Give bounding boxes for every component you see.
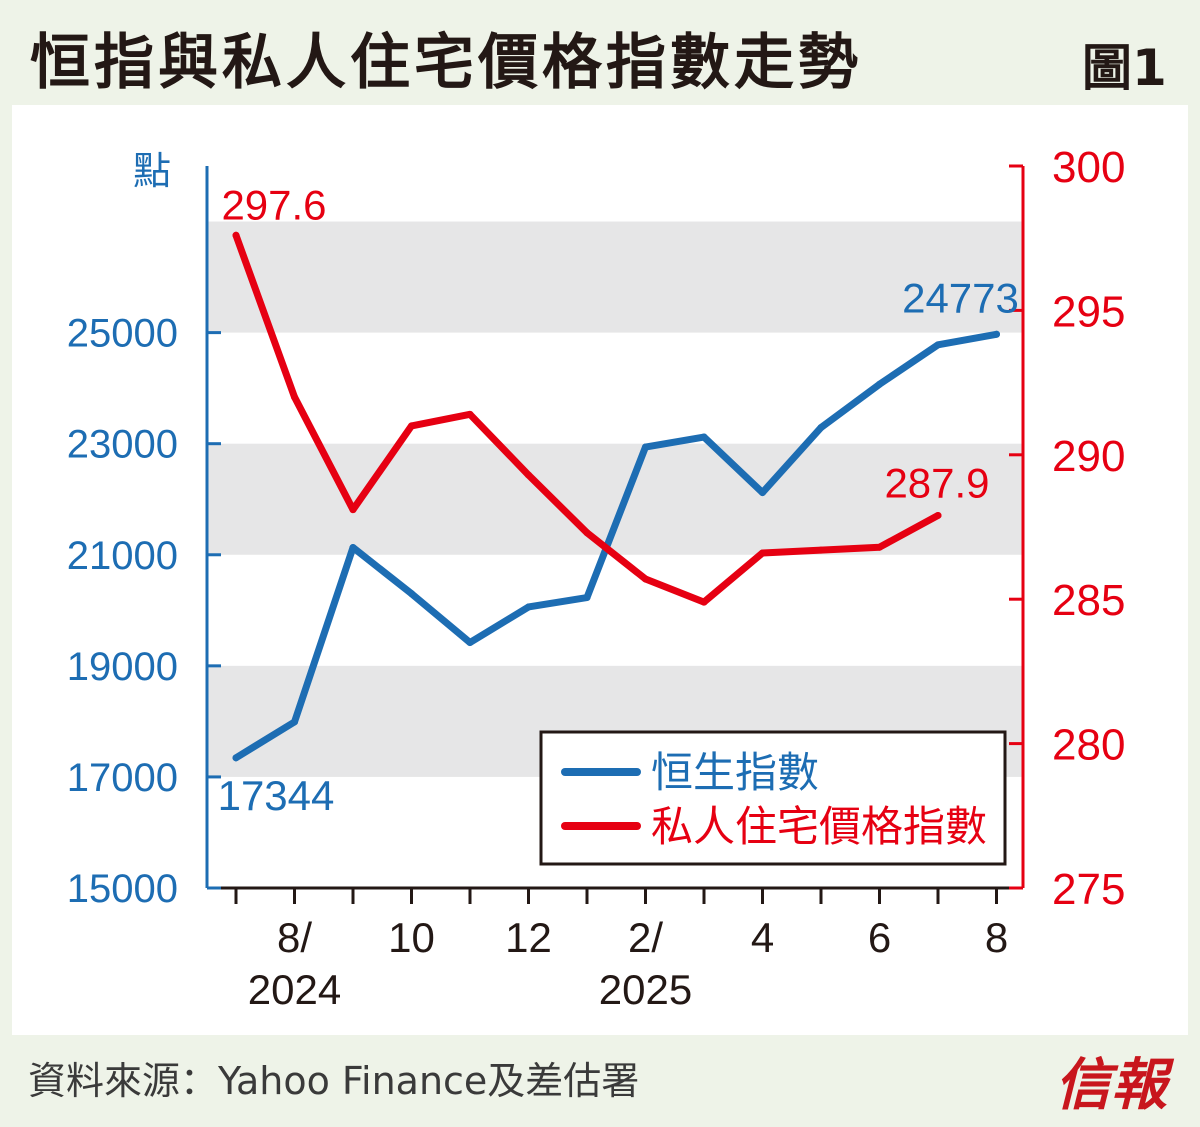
- data-point: [817, 546, 825, 554]
- data-point: [408, 590, 415, 598]
- data-point: [583, 594, 591, 602]
- data-point: [700, 598, 708, 606]
- right-tick-label: 285: [1052, 576, 1125, 625]
- data-label: 17344: [218, 772, 335, 819]
- data-point: [876, 380, 883, 388]
- grid-band: [207, 443, 1023, 555]
- left-axis-unit: 點: [133, 151, 171, 193]
- data-point: [291, 393, 298, 401]
- data-point: [583, 529, 591, 537]
- right-tick-label: 300: [1052, 143, 1125, 192]
- chart-title: 恒指與私人住宅價格指數走勢: [30, 28, 862, 98]
- data-point: [934, 511, 942, 519]
- x-tick-label: 10: [388, 914, 435, 961]
- source-note: 資料來源：Yahoo Finance及差估署: [28, 1059, 640, 1103]
- left-tick-label: 19000: [67, 645, 178, 689]
- right-tick-label: 280: [1052, 721, 1125, 770]
- data-point: [759, 489, 766, 497]
- data-point: [876, 543, 883, 551]
- x-tick-label: 2/: [628, 914, 663, 961]
- data-point: [232, 754, 240, 762]
- x-tick-label: 4: [751, 914, 774, 961]
- data-label: 297.6: [221, 181, 326, 228]
- publisher-logo: 信報: [1055, 1052, 1167, 1118]
- data-point: [349, 544, 357, 552]
- right-tick-label: 295: [1052, 287, 1125, 336]
- legend-label: 私人住宅價格指數: [651, 803, 987, 850]
- data-label: 287.9: [884, 459, 989, 506]
- x-tick-label: 8/: [277, 914, 312, 961]
- right-tick-label: 290: [1052, 432, 1125, 481]
- data-point: [466, 410, 474, 418]
- x-tick-label: 8: [985, 914, 1008, 961]
- x-tick-label: 6: [868, 914, 891, 961]
- data-point: [642, 575, 649, 583]
- data-point: [934, 341, 942, 349]
- left-tick-label: 21000: [67, 534, 178, 578]
- data-point: [525, 471, 532, 479]
- data-point: [759, 549, 766, 557]
- grid-band: [207, 221, 1023, 333]
- data-point: [525, 603, 532, 611]
- legend-label: 恒生指數: [651, 749, 819, 796]
- x-tick-label: 2025: [599, 966, 692, 1013]
- x-tick-label: 12: [505, 914, 552, 961]
- data-point: [232, 231, 240, 239]
- right-tick-label: 275: [1052, 865, 1125, 914]
- data-point: [642, 443, 649, 451]
- legend-box: [539, 730, 1007, 866]
- data-label: 24773: [902, 274, 1019, 321]
- data-point: [993, 330, 1000, 338]
- data-point: [349, 506, 357, 514]
- data-point: [291, 718, 298, 726]
- data-point: [700, 433, 708, 441]
- figure-label: 圖1: [1082, 39, 1167, 97]
- x-tick-label: 2024: [248, 966, 341, 1013]
- left-tick-label: 25000: [67, 312, 178, 356]
- data-point: [408, 422, 415, 430]
- data-point: [817, 424, 825, 432]
- left-tick-label: 15000: [67, 867, 178, 911]
- left-tick-label: 17000: [67, 756, 178, 800]
- left-tick-label: 23000: [67, 423, 178, 467]
- data-point: [466, 639, 474, 647]
- series-line-hsi: [232, 330, 1000, 762]
